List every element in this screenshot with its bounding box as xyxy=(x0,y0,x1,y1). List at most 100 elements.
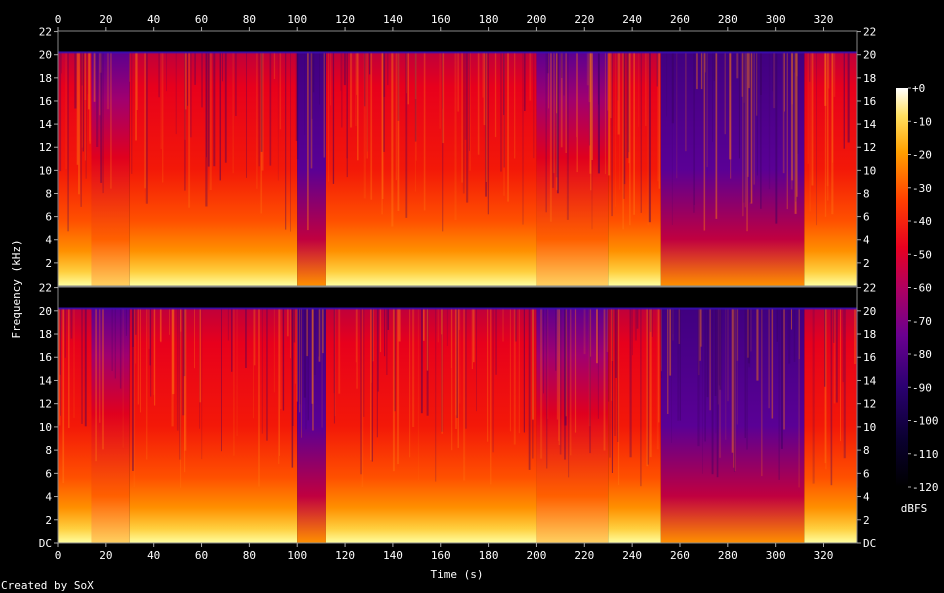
spectral-streak xyxy=(341,52,343,128)
spectral-streak xyxy=(733,308,735,472)
spectrum-segment xyxy=(325,52,537,286)
spectral-streak xyxy=(629,308,632,458)
spectral-streak xyxy=(794,52,797,214)
cutoff-band xyxy=(58,307,857,310)
spectral-streak xyxy=(466,52,469,203)
spectral-streak xyxy=(227,308,229,341)
spectral-streak xyxy=(442,52,444,232)
spectral-streak xyxy=(638,52,640,127)
spectral-streak xyxy=(558,308,561,445)
spectral-streak xyxy=(699,308,701,361)
x-tick-label-top: 60 xyxy=(195,13,208,26)
colorbar-tick-label: -90 xyxy=(912,381,932,394)
spectral-streak xyxy=(784,52,785,112)
x-tick-label-top: 180 xyxy=(479,13,499,26)
spectral-streak xyxy=(768,52,771,190)
spectral-streak xyxy=(816,52,817,226)
spectral-streak xyxy=(835,308,838,403)
spectral-streak xyxy=(553,52,555,174)
spectral-streak xyxy=(184,308,186,473)
spectral-streak xyxy=(528,308,531,470)
spectral-streak xyxy=(305,308,307,430)
spectral-streak xyxy=(647,52,649,226)
spectral-streak xyxy=(273,52,276,79)
spectrum-segment xyxy=(58,52,92,286)
spectral-streak xyxy=(311,52,313,119)
spectral-streak xyxy=(59,52,62,172)
spectral-streak xyxy=(791,308,792,330)
spectral-streak xyxy=(743,52,745,203)
spectral-streak xyxy=(672,308,674,341)
spectral-streak xyxy=(704,308,706,442)
spectral-streak xyxy=(522,52,524,225)
spectral-streak xyxy=(426,308,429,371)
spectral-streak xyxy=(697,308,700,447)
x-tick-label-bottom: 80 xyxy=(243,549,256,562)
spectral-streak xyxy=(747,52,749,177)
spectral-streak xyxy=(483,52,486,126)
spectral-streak xyxy=(119,308,122,389)
spectral-streak xyxy=(85,52,87,179)
spectral-streak xyxy=(824,308,827,470)
channel-panel-1 xyxy=(57,30,858,287)
spectral-streak xyxy=(160,308,162,343)
spectral-streak xyxy=(450,308,452,368)
spectral-streak xyxy=(363,308,365,417)
spectral-streak xyxy=(626,52,629,159)
spectral-streak xyxy=(110,52,112,189)
spectral-streak xyxy=(81,52,83,148)
spectral-streak xyxy=(503,52,505,196)
spectral-streak xyxy=(546,52,549,74)
spectral-streak xyxy=(296,52,299,160)
spectral-streak xyxy=(266,308,268,441)
spectral-streak xyxy=(364,52,366,107)
spectral-streak xyxy=(715,52,718,219)
spectral-streak xyxy=(285,52,287,230)
y-tick-label-right: 6 xyxy=(863,211,870,224)
spectral-streak xyxy=(190,52,192,138)
spectral-streak xyxy=(462,52,465,194)
spectral-streak xyxy=(633,52,635,215)
spectral-streak xyxy=(556,52,558,114)
spectral-streak xyxy=(790,52,793,190)
spectral-streak xyxy=(463,308,466,481)
spectral-streak xyxy=(648,52,651,223)
spectral-streak xyxy=(356,308,358,389)
spectral-streak xyxy=(788,308,791,364)
spectral-streak xyxy=(669,308,672,376)
spectral-streak xyxy=(312,308,314,431)
spectral-streak xyxy=(73,308,75,418)
spectral-streak xyxy=(524,52,526,111)
x-tick-label-bottom: 140 xyxy=(383,549,403,562)
spectral-streak xyxy=(731,308,734,453)
spectral-streak xyxy=(596,308,598,364)
spectral-streak xyxy=(549,52,552,222)
spectral-streak xyxy=(303,308,306,398)
spectral-streak xyxy=(565,52,567,153)
spectral-streak xyxy=(809,52,811,82)
spectral-streak xyxy=(590,308,592,357)
x-axis-label: Time (s) xyxy=(431,568,484,581)
spectral-streak xyxy=(793,52,795,73)
spectrum-segment xyxy=(297,308,326,543)
spectral-streak xyxy=(70,308,73,339)
spectral-streak xyxy=(363,52,366,199)
spectral-streak xyxy=(62,308,65,484)
x-tick-label-bottom: 260 xyxy=(670,549,690,562)
spectral-streak xyxy=(415,52,417,161)
spectral-streak xyxy=(392,308,395,472)
spectral-streak xyxy=(482,52,484,98)
spectral-streak xyxy=(827,52,829,201)
spectral-streak xyxy=(610,308,613,401)
spectral-streak xyxy=(532,308,534,420)
spectral-streak xyxy=(615,308,617,378)
x-tick-label-bottom: 120 xyxy=(335,549,355,562)
spectral-streak xyxy=(507,52,509,202)
y-tick-label-right: 16 xyxy=(863,95,876,108)
spectral-streak xyxy=(377,308,379,392)
spectral-streak xyxy=(405,52,408,218)
spectral-streak xyxy=(89,52,91,144)
spectral-streak xyxy=(306,308,309,357)
spectral-streak xyxy=(361,308,364,488)
spectral-streak xyxy=(253,308,256,366)
